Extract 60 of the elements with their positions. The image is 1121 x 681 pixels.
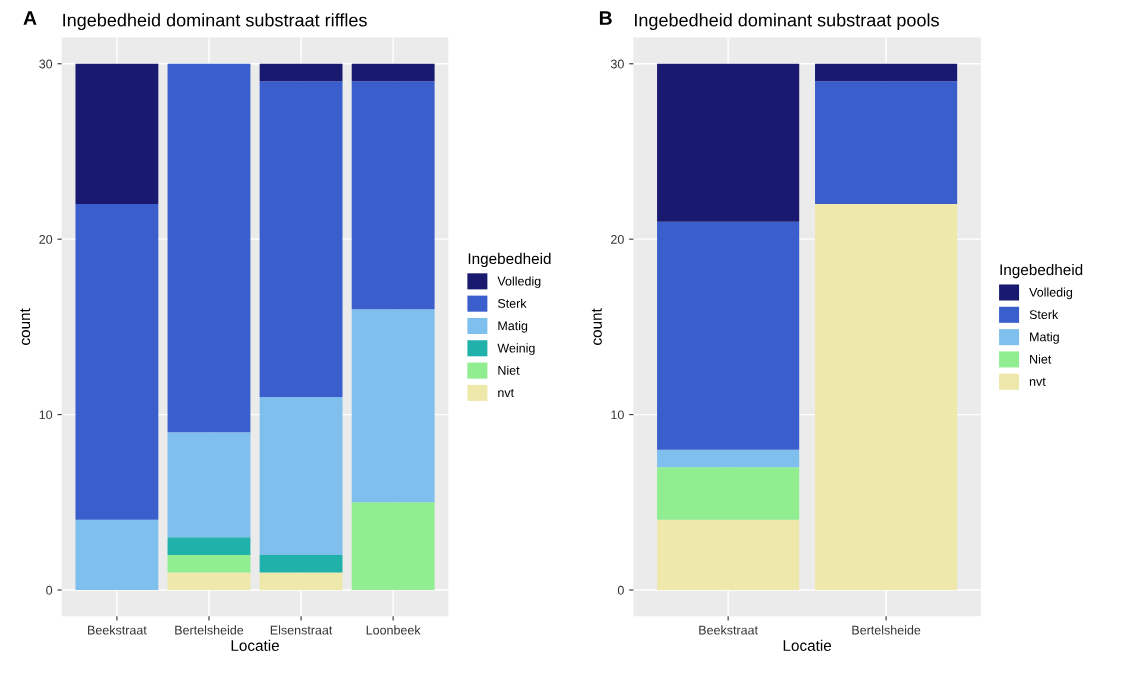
bar xyxy=(259,81,343,398)
bar xyxy=(815,204,958,590)
bar xyxy=(167,63,251,433)
bar xyxy=(351,63,435,82)
y-tick-label: 10 xyxy=(39,410,53,420)
bar xyxy=(657,449,800,468)
legend-title: Ingebedheid xyxy=(1000,263,1083,279)
legend-label: nvt xyxy=(498,388,514,398)
bar xyxy=(259,554,343,573)
y-axis-title: count xyxy=(591,308,602,345)
bar xyxy=(259,572,343,590)
bar xyxy=(167,572,251,590)
legend-label: Sterk xyxy=(1029,309,1059,320)
bar xyxy=(657,519,800,590)
legend-label: Niet xyxy=(498,365,520,375)
bar xyxy=(259,63,343,82)
legend-label: Niet xyxy=(1030,354,1052,364)
y-tick-label: 10 xyxy=(611,410,624,420)
legend-label: Sterk xyxy=(497,298,527,308)
bar xyxy=(351,81,435,310)
text: B xyxy=(599,11,612,25)
bar xyxy=(657,467,800,520)
legend-label: nvt xyxy=(1029,377,1046,386)
chart-title: Ingebedheid dominant substraat pools xyxy=(635,13,939,31)
bar xyxy=(815,81,958,205)
bar xyxy=(167,432,251,538)
x-tick-label: Bertelsheide xyxy=(852,625,921,635)
y-tick-label: 0 xyxy=(46,585,53,595)
legend-label: Volledig xyxy=(497,276,541,289)
bar xyxy=(815,63,958,82)
x-tick-label: Beekstraat xyxy=(699,625,758,635)
bar xyxy=(167,537,251,555)
legend-label: Volledig xyxy=(1029,287,1073,300)
text: A xyxy=(23,11,37,25)
x-tick-label: Bertelsheide xyxy=(175,625,244,635)
bar xyxy=(351,309,435,503)
y-tick-label: 0 xyxy=(617,585,624,595)
x-tick-label: Elsenstraat xyxy=(270,625,333,635)
legend-label: Weinig xyxy=(497,343,535,355)
y-tick-label: 20 xyxy=(39,234,53,244)
bar xyxy=(259,397,343,555)
bar xyxy=(75,519,159,590)
x-tick-label: Beekstraat xyxy=(88,625,147,635)
bar xyxy=(351,502,435,590)
bar xyxy=(657,221,800,450)
bar xyxy=(657,63,800,222)
y-tick-label: 30 xyxy=(39,59,53,69)
y-tick-label: 20 xyxy=(611,234,624,244)
legend-label: Matig xyxy=(1030,332,1059,344)
y-tick-label: 30 xyxy=(610,59,624,69)
bar xyxy=(75,204,159,520)
chart-title: Ingebedheid dominant substraat riffles xyxy=(63,13,367,31)
x-axis-title: Locatie xyxy=(231,639,279,651)
bar xyxy=(167,554,251,573)
x-tick-label: Loonbeek xyxy=(366,625,421,635)
y-axis-title: count xyxy=(20,308,31,345)
x-axis-title: Locatie xyxy=(783,639,832,651)
legend-label: Matig xyxy=(498,321,528,333)
bar xyxy=(75,63,159,205)
legend-title: Ingebedheid xyxy=(468,252,551,268)
